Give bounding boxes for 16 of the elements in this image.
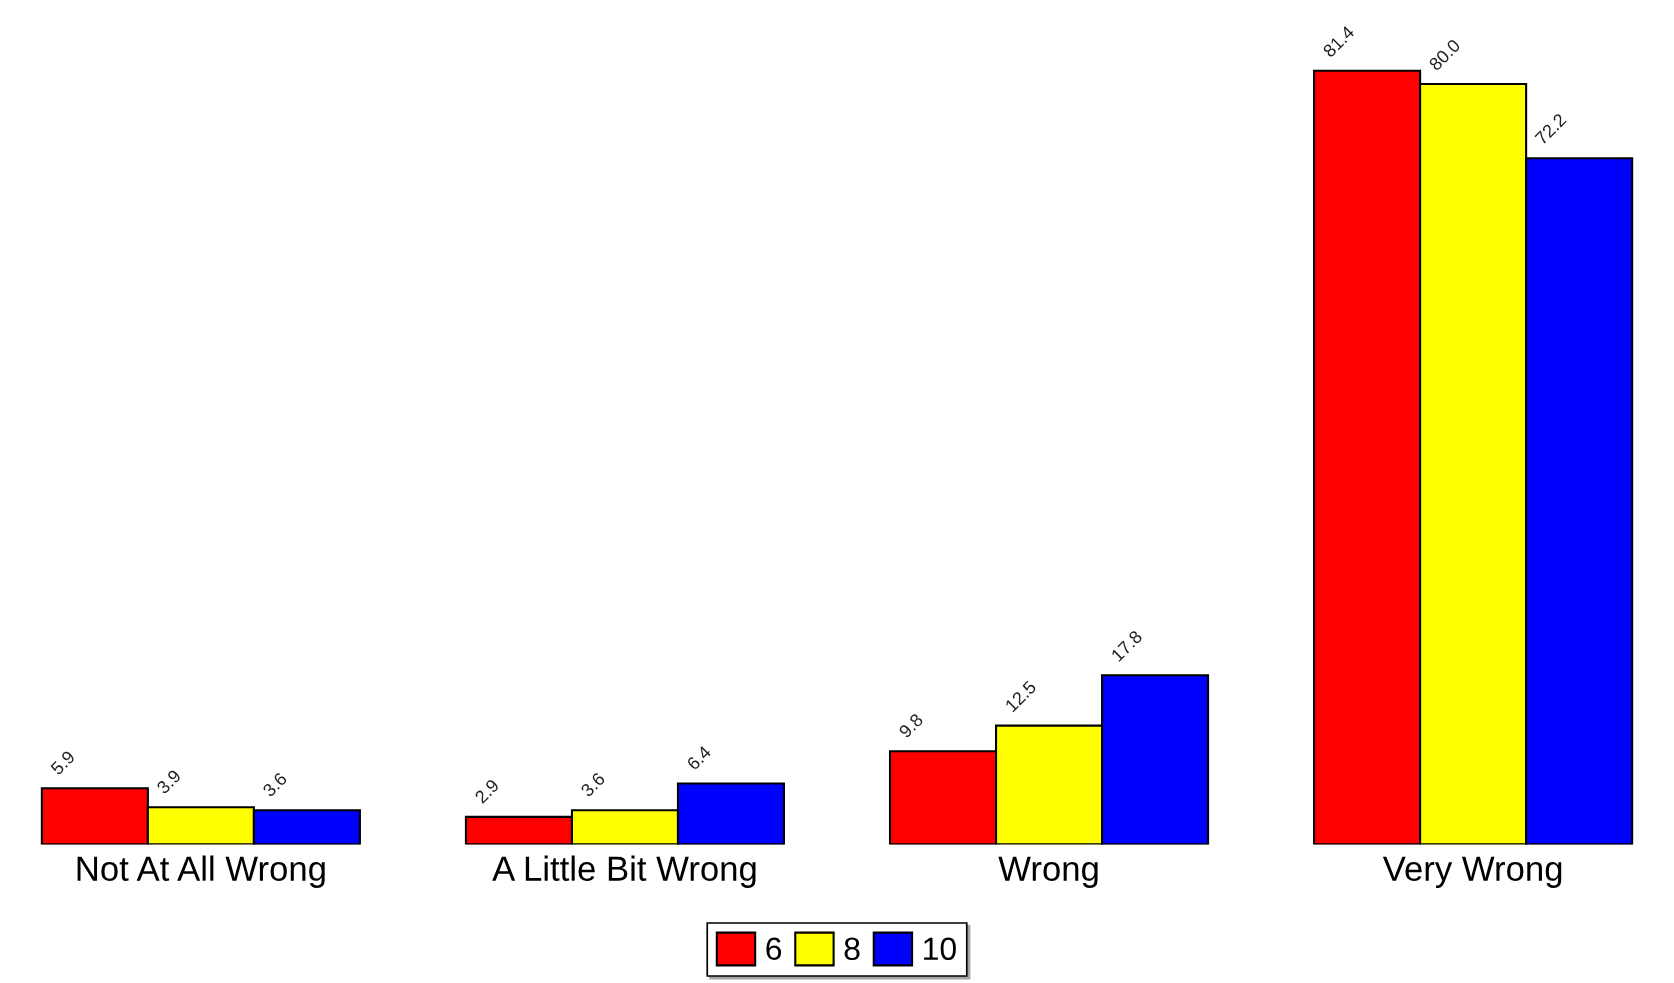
- legend-label: 8: [844, 937, 860, 961]
- x-tick-label: Wrong: [998, 856, 1098, 888]
- data-label: 72.2: [1534, 112, 1567, 146]
- x-tick-label: A Little Bit Wrong: [492, 855, 756, 888]
- data-label: 5.9: [49, 749, 76, 776]
- legend-label: 10: [924, 937, 956, 961]
- x-tick-label: Not At All Wrong: [77, 855, 325, 888]
- x-tick-label: Very Wrong: [1382, 856, 1562, 888]
- data-label: 3.9: [155, 768, 182, 795]
- data-label: 9.8: [898, 712, 924, 739]
- data-label: 3.6: [261, 771, 288, 798]
- data-label: 6.4: [686, 744, 712, 771]
- data-label: 80.0: [1428, 38, 1462, 72]
- data-label: 2.9: [474, 778, 500, 804]
- data-label: 3.6: [579, 771, 606, 798]
- legend-label: 6: [766, 937, 782, 961]
